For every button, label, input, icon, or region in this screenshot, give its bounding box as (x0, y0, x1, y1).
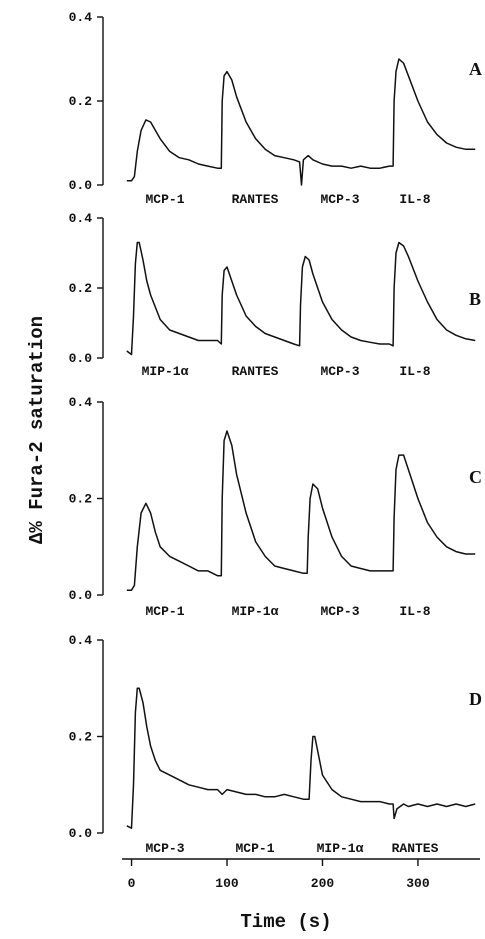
y-tick-label: 0.2 (69, 94, 93, 109)
panels: 0.0 0.2 0.4 MCP-1 RANTES MCP-3 IL-8 A 0.0 0.2 0.4 M… (69, 10, 482, 856)
x-axis: 0 100 200 300 (122, 858, 480, 891)
y-tick-label: 0.4 (69, 633, 93, 648)
panel-a: 0.0 0.2 0.4 MCP-1 RANTES MCP-3 IL-8 A (69, 10, 482, 207)
y-tick-label: 0.0 (69, 178, 93, 193)
stimulus-label: MIP-1α (142, 364, 189, 379)
x-tick-label: 200 (311, 876, 335, 891)
trace-d (126, 687, 476, 829)
stimulus-label: IL-8 (399, 604, 430, 619)
trace-c (126, 430, 476, 591)
stimulus-label: MCP-3 (320, 192, 359, 207)
stimulus-label: MCP-3 (145, 841, 184, 856)
stimulus-label: IL-8 (399, 364, 430, 379)
stimulus-label: MIP-1α (317, 841, 364, 856)
x-tick-label: 100 (215, 876, 239, 891)
stimulus-label: RANTES (392, 841, 439, 856)
y-tick-label: 0.2 (69, 492, 93, 507)
panel-letter: A (469, 59, 482, 79)
y-tick-label: 0.4 (69, 395, 93, 410)
x-axis-title: Time (s) (240, 911, 331, 933)
y-tick-label: 0.4 (69, 10, 93, 25)
x-tick-label: 0 (128, 876, 136, 891)
stimulus-label: MIP-1α (232, 604, 279, 619)
y-axis-title: Δ% Fura-2 saturation (26, 316, 48, 544)
panel-d: 0.0 0.2 0.4 MCP-3 MCP-1 MIP-1α RANTES D (69, 633, 482, 856)
y-tick-label: 0.0 (69, 826, 93, 841)
trace-a (126, 58, 476, 186)
stimulus-label: RANTES (232, 364, 279, 379)
panel-c: 0.0 0.2 0.4 MCP-1 MIP-1α MCP-3 IL-8 C (69, 395, 482, 619)
y-tick-label: 0.0 (69, 588, 93, 603)
stimulus-label: MCP-1 (145, 604, 184, 619)
trace-b (126, 241, 476, 356)
panel-letter: C (469, 467, 482, 487)
stimulus-label: MCP-3 (320, 604, 359, 619)
y-tick-label: 0.0 (69, 351, 93, 366)
y-tick-label: 0.4 (69, 211, 93, 226)
stimulus-label: MCP-1 (235, 841, 274, 856)
y-tick-label: 0.2 (69, 281, 93, 296)
stimulus-label: MCP-3 (320, 364, 359, 379)
y-tick-label: 0.2 (69, 730, 93, 745)
panel-letter: D (469, 689, 482, 709)
stimulus-label: MCP-1 (145, 192, 184, 207)
stimulus-label: RANTES (232, 192, 279, 207)
stimulus-label: IL-8 (399, 192, 430, 207)
panel-b: 0.0 0.2 0.4 MIP-1α RANTES MCP-3 IL-8 B (69, 211, 481, 379)
panel-letter: B (469, 289, 481, 309)
x-tick-label: 300 (406, 876, 430, 891)
